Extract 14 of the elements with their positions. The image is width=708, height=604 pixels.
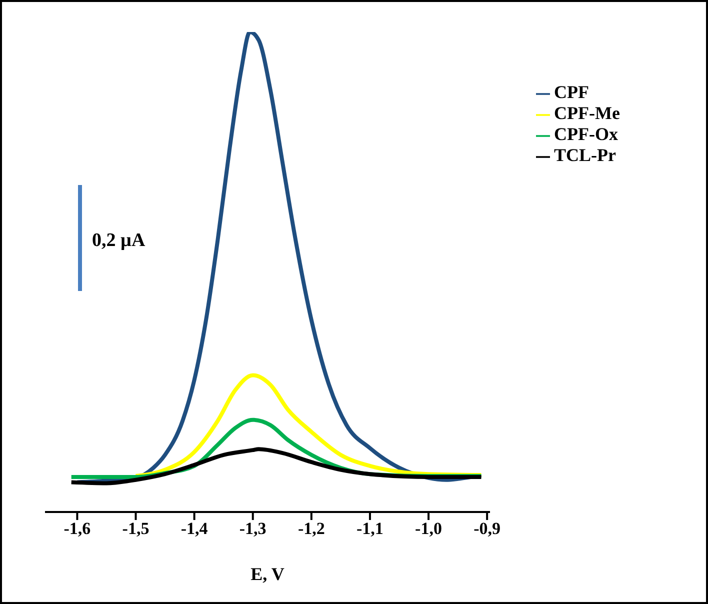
x-tick-label: -1,6 bbox=[64, 519, 91, 538]
x-tick-label: -1,4 bbox=[180, 519, 208, 538]
legend-label: CPF bbox=[554, 82, 589, 102]
x-tick-label: -1,0 bbox=[415, 519, 442, 538]
annotation: 0,2 µA bbox=[92, 230, 146, 252]
legend-label: CPF-Me bbox=[554, 103, 620, 123]
legend-label: TCL-Pr bbox=[554, 145, 616, 165]
x-axis-title: E, V bbox=[250, 564, 284, 584]
x-tick-label: -1,3 bbox=[239, 519, 266, 538]
legend-label: CPF-Ox bbox=[554, 124, 618, 144]
x-tick-label: -1,5 bbox=[122, 519, 150, 538]
x-tick-label: -0,9 bbox=[474, 519, 501, 538]
x-tick-label: -1,1 bbox=[356, 519, 384, 538]
x-tick-label: -1,2 bbox=[298, 519, 325, 538]
